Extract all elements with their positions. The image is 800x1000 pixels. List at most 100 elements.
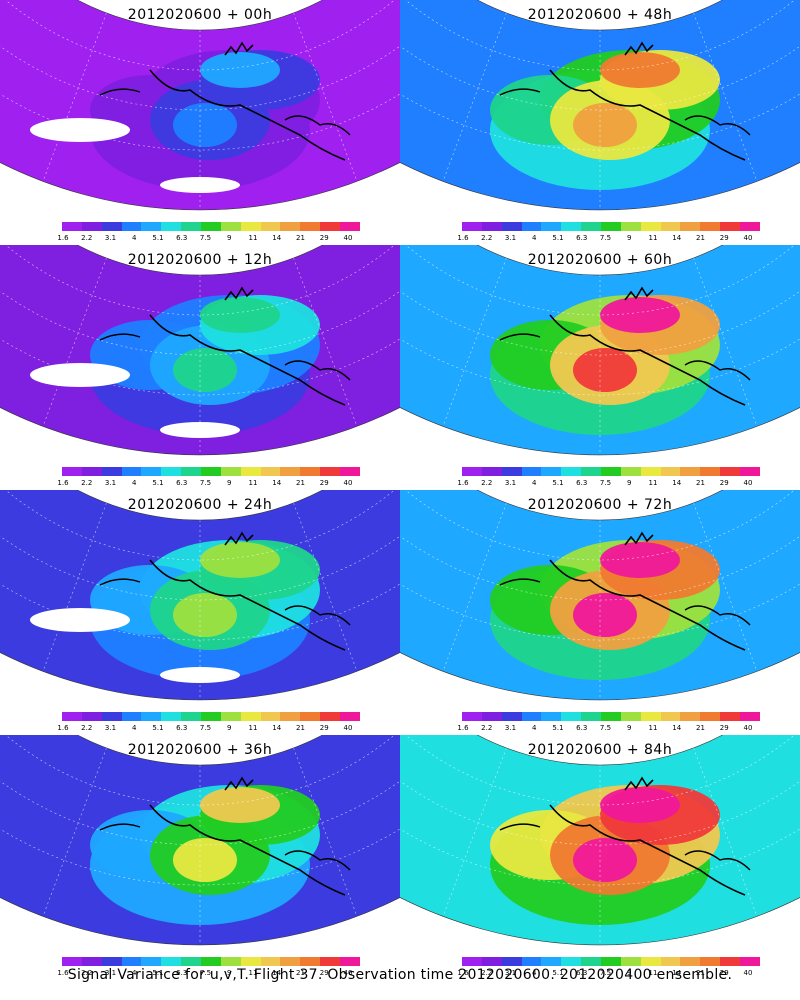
map-panel: 2012020600 + 72h 1.6 2.2 3.1 4 5.1 6.3 7.5 9 11 14… bbox=[400, 490, 800, 735]
colorbar-label: 9 bbox=[227, 479, 232, 487]
variance-map bbox=[0, 735, 400, 946]
colorbar-swatch bbox=[640, 712, 661, 721]
colorbar-label: 5.1 bbox=[552, 969, 564, 977]
colorbar-label: 4 bbox=[132, 479, 137, 487]
colorbar-label: 1.6 bbox=[457, 234, 469, 242]
colorbar-swatch bbox=[280, 957, 301, 966]
map-panel: 2012020600 + 48h 1.6 2.2 3.1 4 5.1 6.3 7.5 9 11 14… bbox=[400, 0, 800, 245]
colorbar bbox=[62, 467, 360, 476]
colorbar-label: 4 bbox=[132, 969, 137, 977]
colorbar-label: 40 bbox=[743, 969, 753, 977]
colorbar-swatch bbox=[481, 957, 502, 966]
colorbar-label: 4 bbox=[532, 234, 537, 242]
colorbar-swatch bbox=[300, 957, 321, 966]
colorbar-swatch bbox=[320, 222, 341, 231]
colorbar-label: 1.6 bbox=[57, 234, 69, 242]
colorbar-swatch bbox=[220, 222, 241, 231]
colorbar-label: 29 bbox=[319, 479, 329, 487]
panel-title: 2012020600 + 36h bbox=[127, 742, 273, 758]
colorbar-swatch bbox=[62, 957, 82, 966]
colorbar-swatch bbox=[541, 957, 562, 966]
colorbar-label: 40 bbox=[743, 479, 753, 487]
colorbar-label: 11 bbox=[248, 234, 258, 242]
colorbar-swatch bbox=[220, 712, 241, 721]
colorbar-swatch bbox=[280, 222, 301, 231]
colorbar-swatch bbox=[521, 222, 542, 231]
colorbar-label: 9 bbox=[627, 724, 632, 732]
colorbar-swatch bbox=[141, 467, 162, 476]
colorbar-swatch bbox=[720, 222, 741, 231]
colorbar-label: 1.6 bbox=[457, 479, 469, 487]
colorbar-swatch bbox=[260, 712, 281, 721]
colorbar-swatch bbox=[561, 712, 582, 721]
colorbar-label: 21 bbox=[296, 234, 305, 242]
colorbar-label: 7.5 bbox=[599, 234, 612, 242]
colorbar-label: 7.5 bbox=[199, 234, 212, 242]
colorbar-swatch bbox=[740, 222, 760, 231]
colorbar-label: 11 bbox=[248, 479, 258, 487]
colorbar-swatch bbox=[640, 467, 661, 476]
panel-title: 2012020600 + 72h bbox=[527, 497, 673, 513]
colorbar-swatch bbox=[240, 222, 261, 231]
panel-title: 2012020600 + 84h bbox=[527, 742, 673, 758]
colorbar-labels: 1.6 2.2 3.1 4 5.1 6.3 7.5 9 11 14 21 29 40 bbox=[55, 479, 375, 489]
colorbar-swatch bbox=[720, 467, 741, 476]
colorbar-label: 9 bbox=[227, 724, 232, 732]
colorbar-label: 9 bbox=[627, 969, 632, 977]
colorbar-swatch bbox=[521, 957, 542, 966]
colorbar-labels: 1.6 2.2 3.1 4 5.1 6.3 7.5 9 11 14 21 29 40 bbox=[455, 969, 775, 979]
colorbar-swatch bbox=[320, 467, 341, 476]
colorbar-label: 1.6 bbox=[57, 479, 69, 487]
colorbar-label: 9 bbox=[227, 234, 232, 242]
colorbar-label: 40 bbox=[343, 969, 353, 977]
colorbar-label: 9 bbox=[627, 479, 632, 487]
colorbar-swatch bbox=[700, 957, 721, 966]
colorbar-label: 14 bbox=[672, 234, 682, 242]
colorbar-swatch bbox=[62, 222, 82, 231]
colorbar-label: 29 bbox=[719, 479, 729, 487]
colorbar-swatch bbox=[680, 467, 701, 476]
colorbar-swatch bbox=[121, 712, 142, 721]
colorbar-swatch bbox=[201, 467, 221, 476]
variance-map bbox=[400, 0, 800, 211]
colorbar-swatch bbox=[141, 222, 162, 231]
colorbar-swatch bbox=[161, 957, 182, 966]
colorbar-swatch bbox=[541, 712, 562, 721]
colorbar-swatch bbox=[640, 957, 661, 966]
colorbar-swatch bbox=[740, 712, 760, 721]
panel-title: 2012020600 + 24h bbox=[127, 497, 273, 513]
colorbar-swatch bbox=[462, 712, 482, 721]
colorbar-swatch bbox=[161, 222, 182, 231]
colorbar-swatch bbox=[220, 467, 241, 476]
colorbar-swatch bbox=[101, 467, 122, 476]
colorbar-swatch bbox=[181, 957, 202, 966]
colorbar-label: 5.1 bbox=[152, 724, 164, 732]
colorbar bbox=[462, 222, 760, 231]
colorbar-swatch bbox=[62, 712, 82, 721]
variance-map bbox=[400, 735, 800, 946]
colorbar-label: 29 bbox=[319, 969, 329, 977]
colorbar-swatch bbox=[81, 712, 102, 721]
colorbar-label: 29 bbox=[719, 969, 729, 977]
colorbar-swatch bbox=[161, 712, 182, 721]
variance-map bbox=[0, 245, 400, 456]
colorbar-label: 7.5 bbox=[599, 969, 612, 977]
colorbar-swatch bbox=[601, 712, 621, 721]
colorbar-swatch bbox=[581, 467, 602, 476]
colorbar-label: 11 bbox=[248, 969, 258, 977]
colorbar-swatch bbox=[581, 222, 602, 231]
colorbar-label: 21 bbox=[696, 234, 705, 242]
colorbar-label: 2.2 bbox=[81, 969, 93, 977]
variance-map bbox=[0, 0, 400, 211]
map-panel: 2012020600 + 00h 1.6 2.2 3.1 4 5.1 6.3 7.5 9 11 14… bbox=[0, 0, 400, 245]
colorbar-label: 9 bbox=[627, 234, 632, 242]
colorbar-swatch bbox=[240, 467, 261, 476]
colorbar-swatch bbox=[121, 467, 142, 476]
map-panel: 2012020600 + 24h 1.6 2.2 3.1 4 5.1 6.3 7.5 9 11 14… bbox=[0, 490, 400, 735]
colorbar-label: 11 bbox=[648, 969, 658, 977]
colorbar-swatch bbox=[181, 467, 202, 476]
colorbar-labels: 1.6 2.2 3.1 4 5.1 6.3 7.5 9 11 14 21 29 40 bbox=[55, 724, 375, 734]
colorbar-swatch bbox=[501, 712, 522, 721]
colorbar-label: 5.1 bbox=[552, 724, 564, 732]
colorbar-label: 21 bbox=[696, 479, 705, 487]
